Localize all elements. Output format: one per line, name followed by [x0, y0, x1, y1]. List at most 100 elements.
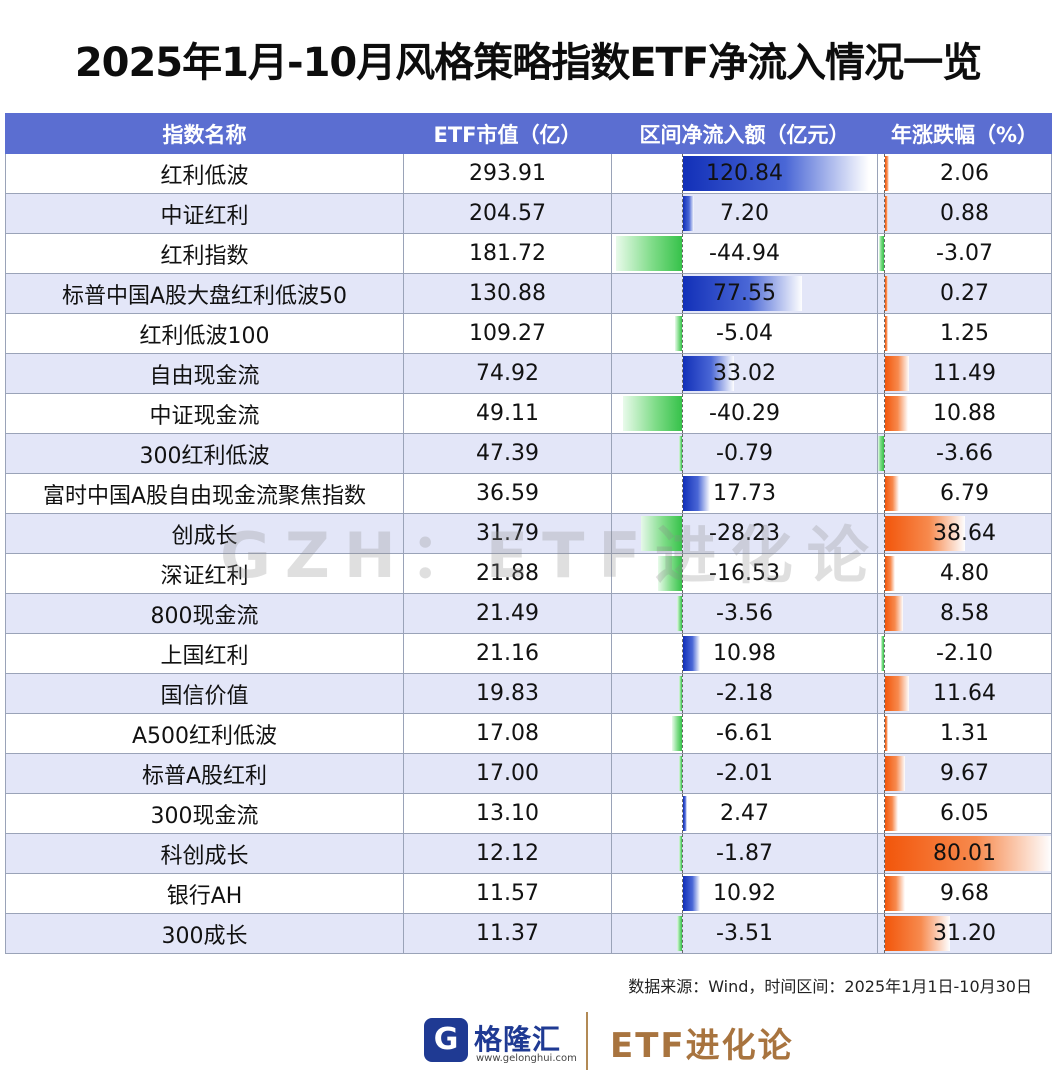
cell-annual-return: 31.20	[877, 913, 1052, 954]
logo-name: 格隆汇	[474, 1023, 562, 1056]
table-header-row: 指数名称 ETF市值（亿） 区间净流入额（亿元） 年涨跌幅（%）	[5, 113, 1052, 154]
return-axis-line	[884, 874, 885, 913]
return-axis-line	[884, 194, 885, 233]
footer: G 格隆汇 www.gelonghui.com ETF进化论	[0, 1008, 1056, 1072]
inflow-axis-line	[682, 434, 683, 473]
cell-annual-return: -2.10	[877, 633, 1052, 674]
return-axis-line	[884, 314, 885, 353]
cell-index-name: 科创成长	[5, 833, 404, 874]
inflow-value-label: 77.55	[713, 281, 776, 306]
table-row: 上国红利 21.16 10.98 -2.10	[5, 633, 1052, 674]
cell-market-value: 109.27	[403, 313, 612, 354]
cell-index-name: 创成长	[5, 513, 404, 554]
inflow-bar	[683, 476, 711, 511]
inflow-bar	[683, 876, 700, 911]
cell-index-name: 国信价值	[5, 673, 404, 714]
inflow-axis-line	[682, 154, 683, 193]
cell-net-inflow: 77.55	[611, 273, 878, 314]
inflow-value-label: 33.02	[713, 361, 776, 386]
inflow-bar	[679, 756, 682, 791]
cell-index-name: 中证现金流	[5, 393, 404, 434]
cell-annual-return: 38.64	[877, 513, 1052, 554]
table-row: 300成长 11.37 -3.51 31.20	[5, 913, 1052, 954]
table-row: A500红利低波 17.08 -6.61 1.31	[5, 713, 1052, 754]
return-value-label: 1.31	[940, 721, 989, 746]
return-bar	[885, 156, 890, 191]
inflow-bar	[683, 796, 687, 831]
table-row: 创成长 31.79 -28.23 38.64	[5, 513, 1052, 554]
inflow-axis-line	[682, 714, 683, 753]
return-axis-line	[884, 554, 885, 593]
cell-market-value: 12.12	[403, 833, 612, 874]
inflow-axis-line	[682, 314, 683, 353]
cell-index-name: A500红利低波	[5, 713, 404, 754]
cell-net-inflow: -2.01	[611, 753, 878, 794]
logo-url: www.gelonghui.com	[476, 1053, 577, 1064]
inflow-bar	[683, 156, 869, 191]
cell-index-name: 红利低波100	[5, 313, 404, 354]
etf-flow-table: 指数名称 ETF市值（亿） 区间净流入额（亿元） 年涨跌幅（%） 红利低波 293…	[5, 113, 1052, 954]
return-bar	[885, 476, 900, 511]
cell-market-value: 13.10	[403, 793, 612, 834]
cell-annual-return: 9.67	[877, 753, 1052, 794]
inflow-axis-line	[682, 194, 683, 233]
table-row: 标普中国A股大盘红利低波50 130.88 77.55 0.27	[5, 273, 1052, 314]
return-bar	[885, 596, 903, 631]
inflow-value-label: -0.79	[716, 441, 773, 466]
return-value-label: 0.88	[940, 201, 989, 226]
cell-net-inflow: -6.61	[611, 713, 878, 754]
cell-market-value: 11.37	[403, 913, 612, 954]
footer-divider	[586, 1012, 588, 1070]
cell-annual-return: 2.06	[877, 153, 1052, 194]
return-value-label: 11.49	[933, 361, 996, 386]
inflow-value-label: -44.94	[709, 241, 780, 266]
cell-market-value: 74.92	[403, 353, 612, 394]
table-row: 富时中国A股自由现金流聚焦指数 36.59 17.73 6.79	[5, 473, 1052, 514]
inflow-bar	[672, 716, 682, 751]
inflow-value-label: -2.18	[716, 681, 773, 706]
col-header-index-name: 指数名称	[5, 113, 404, 154]
cell-index-name: 自由现金流	[5, 353, 404, 394]
inflow-axis-line	[682, 634, 683, 673]
cell-annual-return: 10.88	[877, 393, 1052, 434]
cell-annual-return: 11.49	[877, 353, 1052, 394]
return-value-label: 80.01	[933, 841, 996, 866]
return-bar	[885, 516, 966, 551]
cell-market-value: 49.11	[403, 393, 612, 434]
cell-index-name: 300红利低波	[5, 433, 404, 474]
return-axis-line	[884, 154, 885, 193]
return-bar	[885, 756, 906, 791]
cell-net-inflow: 7.20	[611, 193, 878, 234]
cell-market-value: 130.88	[403, 273, 612, 314]
table-row: 中证红利 204.57 7.20 0.88	[5, 193, 1052, 234]
cell-annual-return: 4.80	[877, 553, 1052, 594]
cell-market-value: 21.16	[403, 633, 612, 674]
table-row: 银行AH 11.57 10.92 9.68	[5, 873, 1052, 914]
return-bar	[885, 356, 909, 391]
table-row: 中证现金流 49.11 -40.29 10.88	[5, 393, 1052, 434]
cell-market-value: 17.00	[403, 753, 612, 794]
inflow-bar	[683, 636, 700, 671]
cell-index-name: 300成长	[5, 913, 404, 954]
inflow-axis-line	[682, 914, 683, 953]
return-axis-line	[884, 274, 885, 313]
return-bar	[885, 716, 888, 751]
cell-market-value: 204.57	[403, 193, 612, 234]
col-header-annual-return: 年涨跌幅（%）	[877, 113, 1052, 154]
cell-annual-return: 0.88	[877, 193, 1052, 234]
return-bar	[885, 836, 1051, 871]
return-bar	[878, 436, 884, 471]
cell-market-value: 21.88	[403, 553, 612, 594]
inflow-bar	[678, 676, 682, 711]
inflow-value-label: -5.04	[716, 321, 773, 346]
cell-annual-return: 1.25	[877, 313, 1052, 354]
cell-market-value: 181.72	[403, 233, 612, 274]
inflow-value-label: 17.73	[713, 481, 776, 506]
table-row: 300现金流 13.10 2.47 6.05	[5, 793, 1052, 834]
return-value-label: 31.20	[933, 921, 996, 946]
cell-annual-return: 9.68	[877, 873, 1052, 914]
return-value-label: 8.58	[940, 601, 989, 626]
return-axis-line	[884, 914, 885, 953]
cell-annual-return: 1.31	[877, 713, 1052, 754]
cell-annual-return: -3.07	[877, 233, 1052, 274]
